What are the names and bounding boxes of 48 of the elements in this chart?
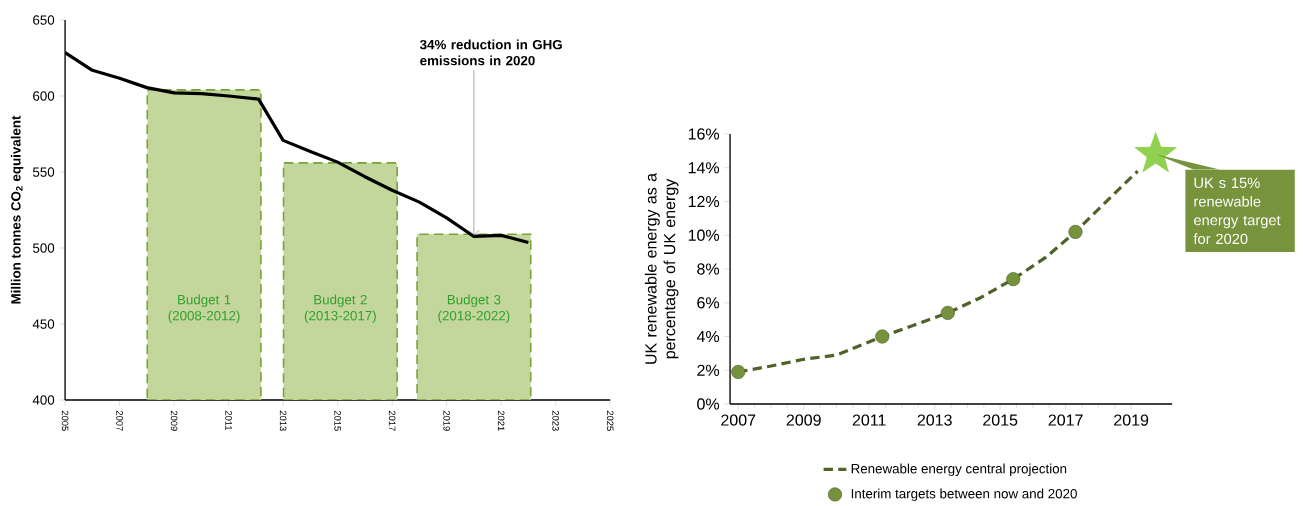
x-tick-label: 2017 <box>1048 414 1083 426</box>
x-tick-label: 2009 <box>786 414 821 426</box>
annotation: Budget 2 (2013-2017) <box>304 294 376 324</box>
point <box>1134 131 1178 173</box>
x-tick-label: 2015 <box>983 414 1018 426</box>
y-tick-label: 2% <box>697 364 720 376</box>
y-tick-label: 550 <box>32 167 55 177</box>
x-tick-label: 2021 <box>497 410 505 431</box>
y-tick-label: 400 <box>32 395 55 405</box>
x-tick-label: 2025 <box>606 410 614 431</box>
x-tick-label: 2017 <box>388 410 396 431</box>
y-tick-label: 10% <box>688 229 720 241</box>
x-tick-label: 2011 <box>225 410 232 431</box>
legend-label: Renewable energy central projection <box>851 463 1067 477</box>
annotation: Budget 1 (2008-2012) <box>168 294 240 324</box>
point <box>875 329 890 344</box>
point <box>940 305 955 320</box>
y-tick-label: 6% <box>697 297 720 309</box>
y-tick-label: 0% <box>697 398 720 410</box>
annotation: UK s 15% renewable energy target for 2020 <box>1193 177 1281 245</box>
y-tick-label: 500 <box>32 243 55 253</box>
x-tick-label: 2009 <box>170 410 178 431</box>
y-tick-label: 600 <box>33 91 55 101</box>
y-axis-title: UK renewable energy as a percentage of UK energy <box>644 173 679 364</box>
y-tick-label: 450 <box>32 319 55 329</box>
x-tick-label: 2023 <box>552 410 559 431</box>
x-tick-label: 2007 <box>116 410 123 431</box>
x-tick-label: 2015 <box>334 410 341 431</box>
annotation: 34% reduction in GHG emissions in 2020 <box>419 39 562 66</box>
y-tick-label: 650 <box>33 15 55 25</box>
x-tick-label: 2019 <box>1114 414 1149 426</box>
x-tick-label: 2005 <box>61 410 69 431</box>
y-tick-label: 8% <box>697 263 720 275</box>
annotation: Budget 3 (2018-2022) <box>438 294 510 324</box>
y-tick-label: 4% <box>696 330 720 343</box>
point <box>1068 224 1083 239</box>
y-tick-label: 16% <box>688 128 720 140</box>
x-tick-label: 2007 <box>721 414 756 426</box>
point <box>1006 272 1021 287</box>
y-tick-label: 14% <box>688 162 720 174</box>
y-tick-label: 12% <box>688 195 720 208</box>
x-tick-label: 2013 <box>279 410 287 431</box>
x-tick-label: 2013 <box>917 414 952 426</box>
x-tick-label: 2011 <box>852 414 886 426</box>
x-tick-label: 2019 <box>443 410 450 431</box>
y-axis-title: Million tonnes CO$_{2}$ equivalent <box>10 115 24 304</box>
legend-label: Interim targets between now and 2020 <box>851 488 1077 502</box>
point <box>731 364 746 379</box>
